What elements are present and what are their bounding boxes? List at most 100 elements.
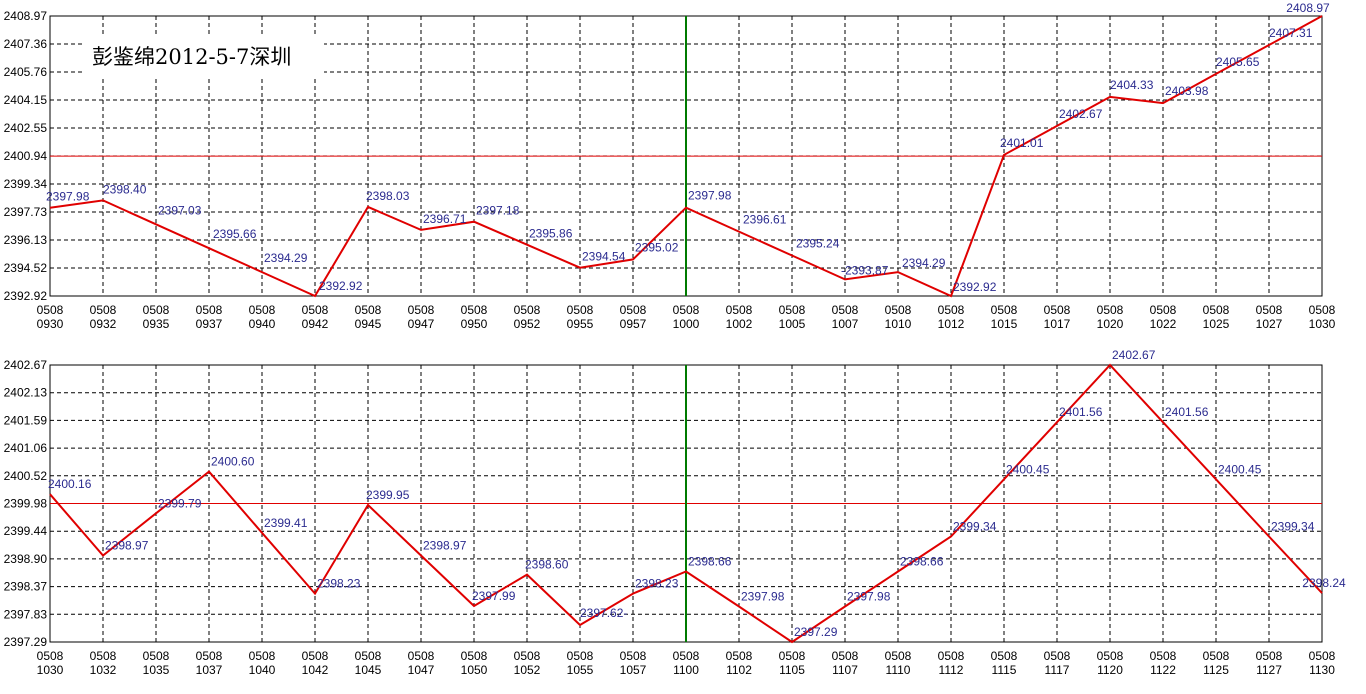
data-label: 2398.24 — [1302, 576, 1346, 590]
data-label: 2398.66 — [900, 554, 944, 568]
x-tick-label-time: 1030 — [37, 663, 64, 677]
data-label: 2408.97 — [1286, 1, 1330, 15]
x-tick-label-date: 0508 — [1256, 303, 1283, 317]
data-label: 2394.29 — [902, 256, 946, 270]
data-label: 2399.79 — [158, 496, 202, 510]
x-tick-label-time: 1052 — [514, 663, 541, 677]
x-tick-label-date: 0508 — [938, 303, 965, 317]
x-tick-label-date: 0508 — [673, 303, 700, 317]
x-tick-label-time: 1015 — [991, 317, 1018, 331]
x-tick-label-date: 0508 — [249, 303, 276, 317]
x-tick-label-date: 0508 — [779, 649, 806, 663]
y-tick-label: 2399.44 — [4, 524, 48, 538]
x-tick-label-date: 0508 — [1097, 649, 1124, 663]
data-label: 2400.16 — [48, 477, 92, 491]
x-tick-label-date: 0508 — [991, 303, 1018, 317]
x-tick-label-time: 1005 — [779, 317, 806, 331]
x-tick-label-date: 0508 — [567, 303, 594, 317]
x-tick-label-date: 0508 — [302, 649, 329, 663]
x-tick-label-time: 1020 — [1097, 317, 1124, 331]
data-label: 2398.97 — [423, 539, 467, 553]
data-label: 2397.99 — [472, 589, 516, 603]
x-tick-label-date: 0508 — [143, 303, 170, 317]
data-label: 2395.02 — [635, 240, 679, 254]
x-tick-label-time: 1017 — [1044, 317, 1071, 331]
x-tick-label-date: 0508 — [885, 649, 912, 663]
x-tick-label-date: 0508 — [408, 649, 435, 663]
y-tick-label: 2397.83 — [4, 607, 48, 621]
x-tick-label-date: 0508 — [1203, 303, 1230, 317]
x-tick-label-time: 1122 — [1150, 663, 1176, 677]
y-tick-label: 2398.90 — [4, 552, 48, 566]
data-label: 2397.18 — [476, 204, 520, 218]
y-tick-label: 2401.59 — [4, 413, 48, 427]
x-tick-label-time: 0955 — [567, 317, 594, 331]
y-tick-label: 2394.52 — [4, 261, 48, 275]
y-tick-label: 2404.15 — [4, 93, 48, 107]
x-tick-label-time: 0942 — [302, 317, 329, 331]
x-tick-label-date: 0508 — [90, 303, 117, 317]
data-label: 2395.66 — [213, 227, 257, 241]
x-tick-label-date: 0508 — [355, 303, 382, 317]
x-tick-label-time: 1042 — [302, 663, 329, 677]
x-tick-label-date: 0508 — [779, 303, 806, 317]
y-tick-label: 2397.73 — [4, 205, 48, 219]
x-tick-label-time: 1120 — [1097, 663, 1123, 677]
x-tick-label-date: 0508 — [37, 303, 64, 317]
x-tick-label-time: 1047 — [408, 663, 435, 677]
x-tick-label-date: 0508 — [90, 649, 117, 663]
x-tick-label-date: 0508 — [991, 649, 1018, 663]
x-tick-label-date: 0508 — [620, 303, 647, 317]
data-label: 2395.24 — [796, 237, 840, 251]
x-tick-label-time: 1035 — [143, 663, 170, 677]
x-tick-label-date: 0508 — [143, 649, 170, 663]
data-label: 2397.98 — [688, 189, 732, 203]
data-label: 2397.29 — [794, 625, 838, 639]
x-tick-label-time: 1115 — [992, 663, 1017, 677]
y-tick-label: 2396.13 — [4, 233, 48, 247]
x-tick-label-time: 1102 — [726, 663, 752, 677]
data-label: 2397.62- — [580, 606, 627, 620]
x-tick-label-date: 0508 — [1044, 303, 1071, 317]
data-label: 2398.60 — [525, 558, 569, 572]
data-label: 2397.98 — [46, 190, 90, 204]
y-tick-label: 2408.97 — [4, 9, 48, 23]
x-tick-label-time: 1012 — [938, 317, 965, 331]
y-tick-label: 2398.37 — [4, 580, 48, 594]
x-tick-label-time: 0957 — [620, 317, 647, 331]
x-tick-label-time: 1055 — [567, 663, 594, 677]
y-tick-label: 2397.29 — [4, 635, 48, 649]
data-label: 2395.86 — [529, 227, 573, 241]
y-tick-label: 2405.76 — [4, 65, 48, 79]
data-label: 2398.23 — [635, 577, 679, 591]
y-tick-label: 2392.92 — [4, 289, 48, 303]
x-tick-label-date: 0508 — [567, 649, 594, 663]
data-label: 2402.67 — [1059, 107, 1103, 121]
x-tick-label-time: 1130 — [1309, 663, 1335, 677]
x-tick-label-date: 0508 — [461, 649, 488, 663]
top-panel: 2408.97 2407.36 2405.76 2404.15 2402.55 2400.… — [4, 1, 1336, 331]
x-tick-label-time: 1050 — [461, 663, 488, 677]
data-label: 2404.33 — [1110, 78, 1154, 92]
x-tick-label-time: 0952 — [514, 317, 541, 331]
x-tick-label-date: 0508 — [1150, 649, 1177, 663]
x-tick-label-date: 0508 — [196, 303, 223, 317]
data-label: -2393.87 — [841, 263, 889, 277]
x-tick-label-date: 0508 — [302, 303, 329, 317]
x-tick-label-date: 0508 — [726, 649, 753, 663]
x-tick-label-date: 0508 — [408, 303, 435, 317]
x-tick-label-time: 1107 — [832, 663, 858, 677]
x-tick-label-date: 0508 — [461, 303, 488, 317]
data-label: 2400.45 — [1006, 462, 1050, 476]
x-tick-label-date: 0508 — [514, 649, 541, 663]
x-tick-label-time: 1127 — [1256, 663, 1282, 677]
data-label: 2392.92 — [319, 279, 363, 293]
data-label: 2399.34 — [953, 519, 997, 533]
x-tick-label-date: 0508 — [514, 303, 541, 317]
data-label: 2399.34 — [1271, 519, 1315, 533]
y-tick-label: 2399.98 — [4, 497, 48, 511]
x-tick-label-time: 1010 — [885, 317, 912, 331]
y-tick-label: 2402.67 — [4, 358, 48, 372]
x-tick-label-date: 0508 — [37, 649, 64, 663]
